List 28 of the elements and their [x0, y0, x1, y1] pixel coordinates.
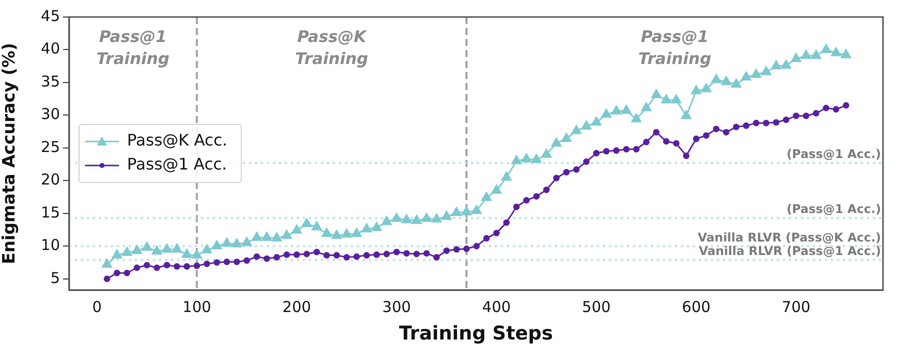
x-tick-label: 0 [92, 298, 102, 316]
x-tick-label: 300 [382, 298, 411, 316]
annotation: Pass@K Training [295, 27, 368, 68]
annotation: Pass@1 Training [638, 27, 712, 68]
ref-line-label: (Pass@1 Acc.) [786, 147, 881, 162]
y-tick-label: 40 [40, 40, 60, 58]
legend-label: Pass@1 Acc. [127, 154, 228, 174]
annotation: Pass@1 Training [96, 27, 170, 68]
y-tick-label: 10 [40, 236, 60, 254]
y-tick-label: 15 [40, 203, 60, 222]
x-tick-label: 600 [682, 298, 711, 316]
x-tick-label: 700 [782, 298, 810, 316]
x-tick-label: 100 [182, 298, 212, 316]
ref-line-label: Vanilla RLVR (Pass@K Acc.) [698, 230, 881, 244]
y-tick-label: 25 [40, 138, 60, 156]
y-tick-label: 5 [50, 268, 60, 287]
y-tick-label: 45 [40, 6, 60, 25]
y-axis-title: Enigmata Accuracy (%) [0, 42, 20, 264]
x-tick-label: 200 [282, 298, 312, 316]
legend-label: Pass@K Acc. [127, 130, 228, 150]
ref-line-label: Vanilla RLVR (Pass@1 Acc.) [698, 244, 881, 258]
ref-line-label: (Pass@1 Acc.) [786, 202, 881, 216]
x-axis-title: Training Steps [399, 322, 553, 345]
x-tick-label: 500 [582, 298, 611, 316]
x-tick-label: 400 [482, 298, 511, 316]
y-tick-label: 30 [40, 105, 60, 124]
y-tick-label: 35 [40, 72, 60, 90]
y-tick-label: 20 [40, 170, 60, 189]
